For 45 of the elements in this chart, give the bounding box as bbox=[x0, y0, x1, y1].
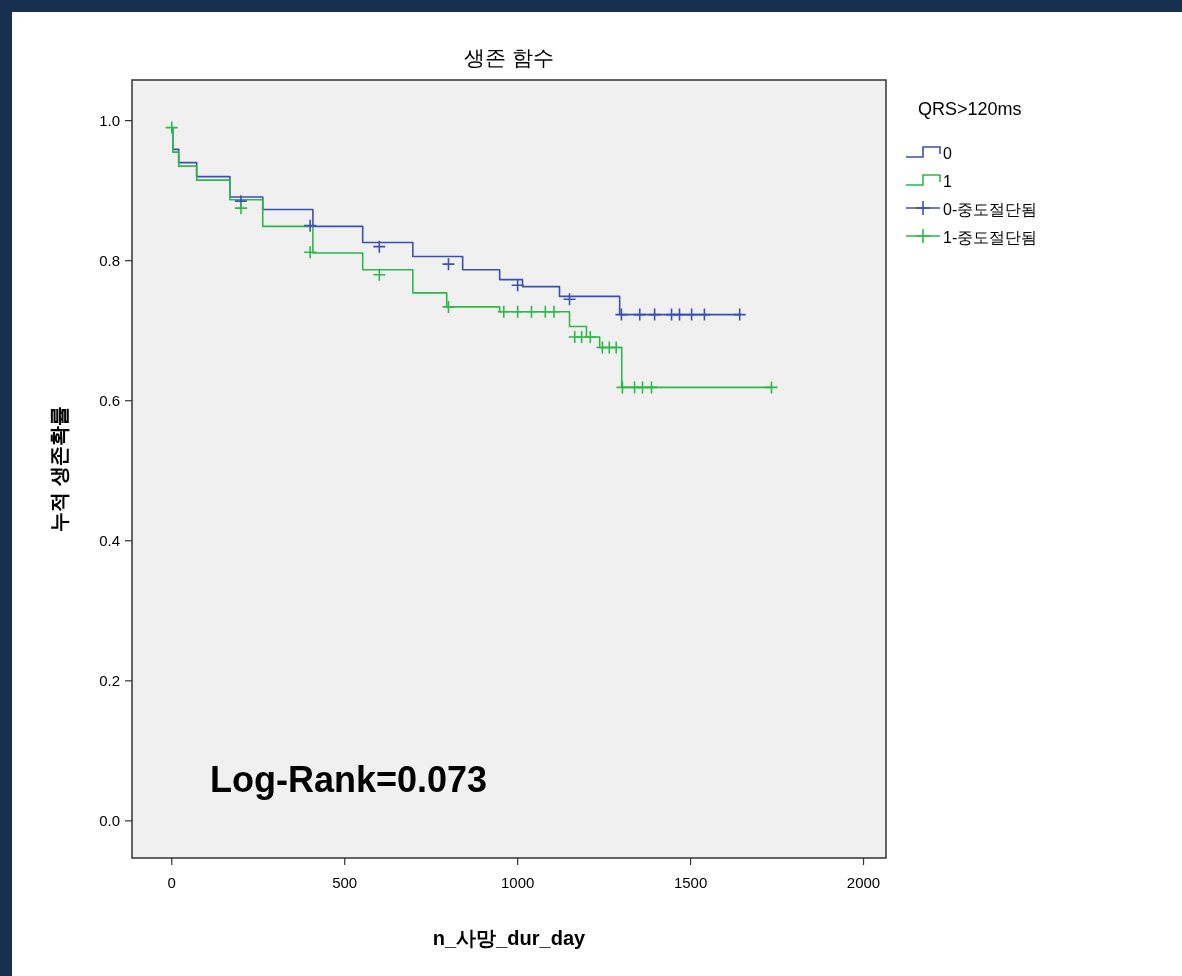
point bbox=[164, 120, 179, 135]
x-tick-label: 1500 bbox=[673, 874, 708, 891]
y-tick-label: 0.2 bbox=[99, 671, 120, 689]
y-tick-label: 0.6 bbox=[99, 391, 120, 409]
point bbox=[372, 239, 387, 254]
point bbox=[697, 307, 712, 322]
point bbox=[583, 330, 598, 344]
point bbox=[614, 307, 629, 322]
x-tick-label: 500 bbox=[332, 874, 358, 891]
point bbox=[510, 304, 525, 319]
point bbox=[372, 267, 387, 282]
annotation: Log-Rank=0.073 bbox=[210, 759, 488, 800]
point bbox=[615, 380, 630, 395]
point bbox=[644, 380, 659, 395]
point bbox=[647, 307, 662, 322]
chart-title: 생존 함수 bbox=[464, 46, 554, 69]
legend-label: 1-중도절단됨 bbox=[943, 229, 1038, 246]
x-axis-title: n_사망_dur_day bbox=[432, 927, 587, 949]
point bbox=[441, 300, 456, 314]
point bbox=[562, 292, 577, 306]
x-tick-label: 1000 bbox=[500, 874, 535, 891]
y-axis-title: 누적 생존확률 bbox=[48, 406, 70, 532]
point bbox=[524, 304, 539, 319]
point bbox=[303, 218, 317, 233]
point bbox=[609, 340, 624, 355]
y-tick-label: 0.0 bbox=[99, 811, 120, 829]
y-tick-label: 0.8 bbox=[99, 251, 120, 269]
x-tick-label: 2000 bbox=[846, 874, 881, 891]
legend-label: 0-중도절단됨 bbox=[943, 201, 1038, 218]
point bbox=[672, 307, 687, 322]
point bbox=[632, 307, 647, 322]
point bbox=[497, 304, 511, 319]
point bbox=[234, 201, 248, 215]
y-tick-label: 0.4 bbox=[99, 531, 120, 549]
point bbox=[732, 307, 747, 322]
point bbox=[510, 278, 525, 292]
point bbox=[441, 257, 456, 271]
x-tick-label: 0 bbox=[167, 874, 176, 891]
legend-label: 0 bbox=[943, 145, 952, 162]
point bbox=[764, 380, 779, 395]
legend-label: 1 bbox=[943, 173, 952, 190]
y-tick-label: 1.0 bbox=[99, 111, 120, 129]
point bbox=[303, 245, 317, 260]
legend-title: QRS>120ms bbox=[918, 99, 1022, 119]
point bbox=[684, 307, 699, 322]
